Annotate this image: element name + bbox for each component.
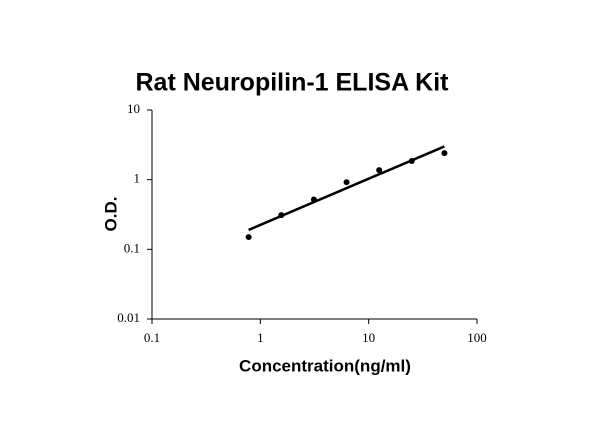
- x-axis-label: Concentration(ng/ml): [239, 356, 411, 375]
- data-point: [245, 234, 252, 241]
- x-tick-label: 1: [257, 330, 264, 345]
- y-tick-label: 0.01: [117, 310, 140, 325]
- data-point: [441, 150, 448, 157]
- y-tick-label: 0.1: [124, 240, 140, 255]
- data-point: [408, 158, 415, 165]
- x-tick-label: 0.1: [144, 330, 160, 345]
- data-point: [278, 212, 285, 219]
- data-point: [343, 179, 350, 186]
- x-tick-label: 10: [362, 330, 375, 345]
- fit-line: [248, 145, 445, 232]
- chart-title: Rat Neuropilin-1 ELISA Kit: [136, 69, 450, 97]
- y-tick-label: 10: [127, 101, 140, 116]
- x-tick-label: 100: [467, 330, 487, 345]
- y-tick-label: 1: [134, 171, 141, 186]
- data-point: [376, 167, 383, 174]
- data-point: [310, 196, 317, 203]
- y-axis-label: O.D.: [101, 197, 120, 232]
